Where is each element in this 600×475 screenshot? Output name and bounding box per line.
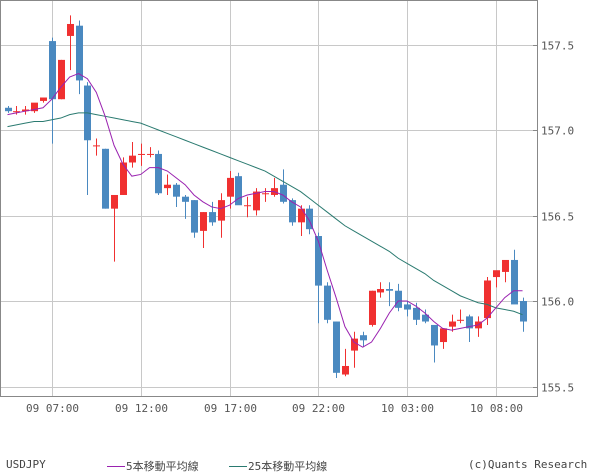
y-tick-label: 156.0 [541,296,574,309]
candle [22,106,29,115]
ma25-label: 25本移動平均線 [248,460,328,473]
plot-frame [0,0,538,397]
candle [209,201,216,226]
candle [351,331,358,368]
legend-symbol: USDJPY [6,458,46,471]
candle [315,232,322,324]
candle [306,205,313,235]
candle [369,290,376,327]
credit-label: (c)Quants Research [468,458,588,471]
candlestick-chart: 155.5 156.0 156.5 157.0 157.5 09 07:00 09 12:… [0,0,574,415]
candle [395,283,402,312]
candle [280,169,287,204]
candle [5,106,12,113]
candle [138,143,145,166]
candle [155,150,162,195]
candle [324,282,331,324]
candle [475,316,482,337]
candle [111,194,118,262]
x-tick-label: 09 12:00 [115,402,168,415]
ma25-line [7,112,523,316]
x-tick-label: 09 07:00 [26,402,79,415]
candle [93,138,100,156]
candle [298,205,305,237]
candle [218,193,225,238]
candle [377,282,384,298]
candle [440,328,447,349]
candle [493,270,500,288]
y-tick-label: 155.5 [541,382,574,395]
candle [404,301,411,317]
candle [31,102,38,113]
candle [67,15,74,71]
ma5-swatch-icon [107,465,125,467]
candle [342,348,349,377]
candle [58,59,65,100]
ma25-swatch-icon [229,465,247,467]
legend-ma5: 5本移動平均線 [107,458,199,474]
candle [449,314,456,332]
candle [466,314,473,343]
candle [164,174,171,195]
candle [49,37,56,144]
candle [360,331,367,348]
candle [457,309,464,324]
x-tick-label: 09 22:00 [292,402,345,415]
x-axis: 09 07:00 09 12:00 09 17:00 09 22:00 10 03:00… [26,402,523,415]
candle [422,309,429,324]
candle [271,177,278,197]
candle [173,183,180,207]
candle [262,188,269,202]
ma5-label: 5本移動平均線 [126,460,199,473]
candle [431,324,438,363]
candle [200,212,207,248]
legend-credit: (c)Quants Research [468,458,587,471]
candle [191,200,198,238]
candle [520,297,527,332]
candle [244,196,251,218]
candle [102,148,109,209]
legend-ma25: 25本移動平均線 [229,458,327,474]
symbol-label: USDJPY [6,458,46,471]
x-tick-label: 10 03:00 [381,402,434,415]
x-tick-label: 10 08:00 [470,402,523,415]
candle [129,141,136,168]
y-tick-label: 157.5 [541,40,574,53]
y-tick-label: 157.0 [541,125,574,138]
y-axis: 155.5 156.0 156.5 157.0 157.5 [533,40,574,395]
candle [147,147,154,158]
candles [5,15,527,378]
candle [502,259,509,283]
candle [182,194,189,219]
candle [333,321,340,378]
y-tick-label: 156.5 [541,211,574,224]
candle [76,20,83,95]
candle [386,282,393,307]
candle [227,171,234,209]
candle [84,82,91,195]
x-tick-label: 09 17:00 [204,402,257,415]
candle [511,249,518,305]
candle [120,157,127,195]
ma5-line [7,73,523,348]
candle [40,97,47,103]
candle [289,198,296,226]
